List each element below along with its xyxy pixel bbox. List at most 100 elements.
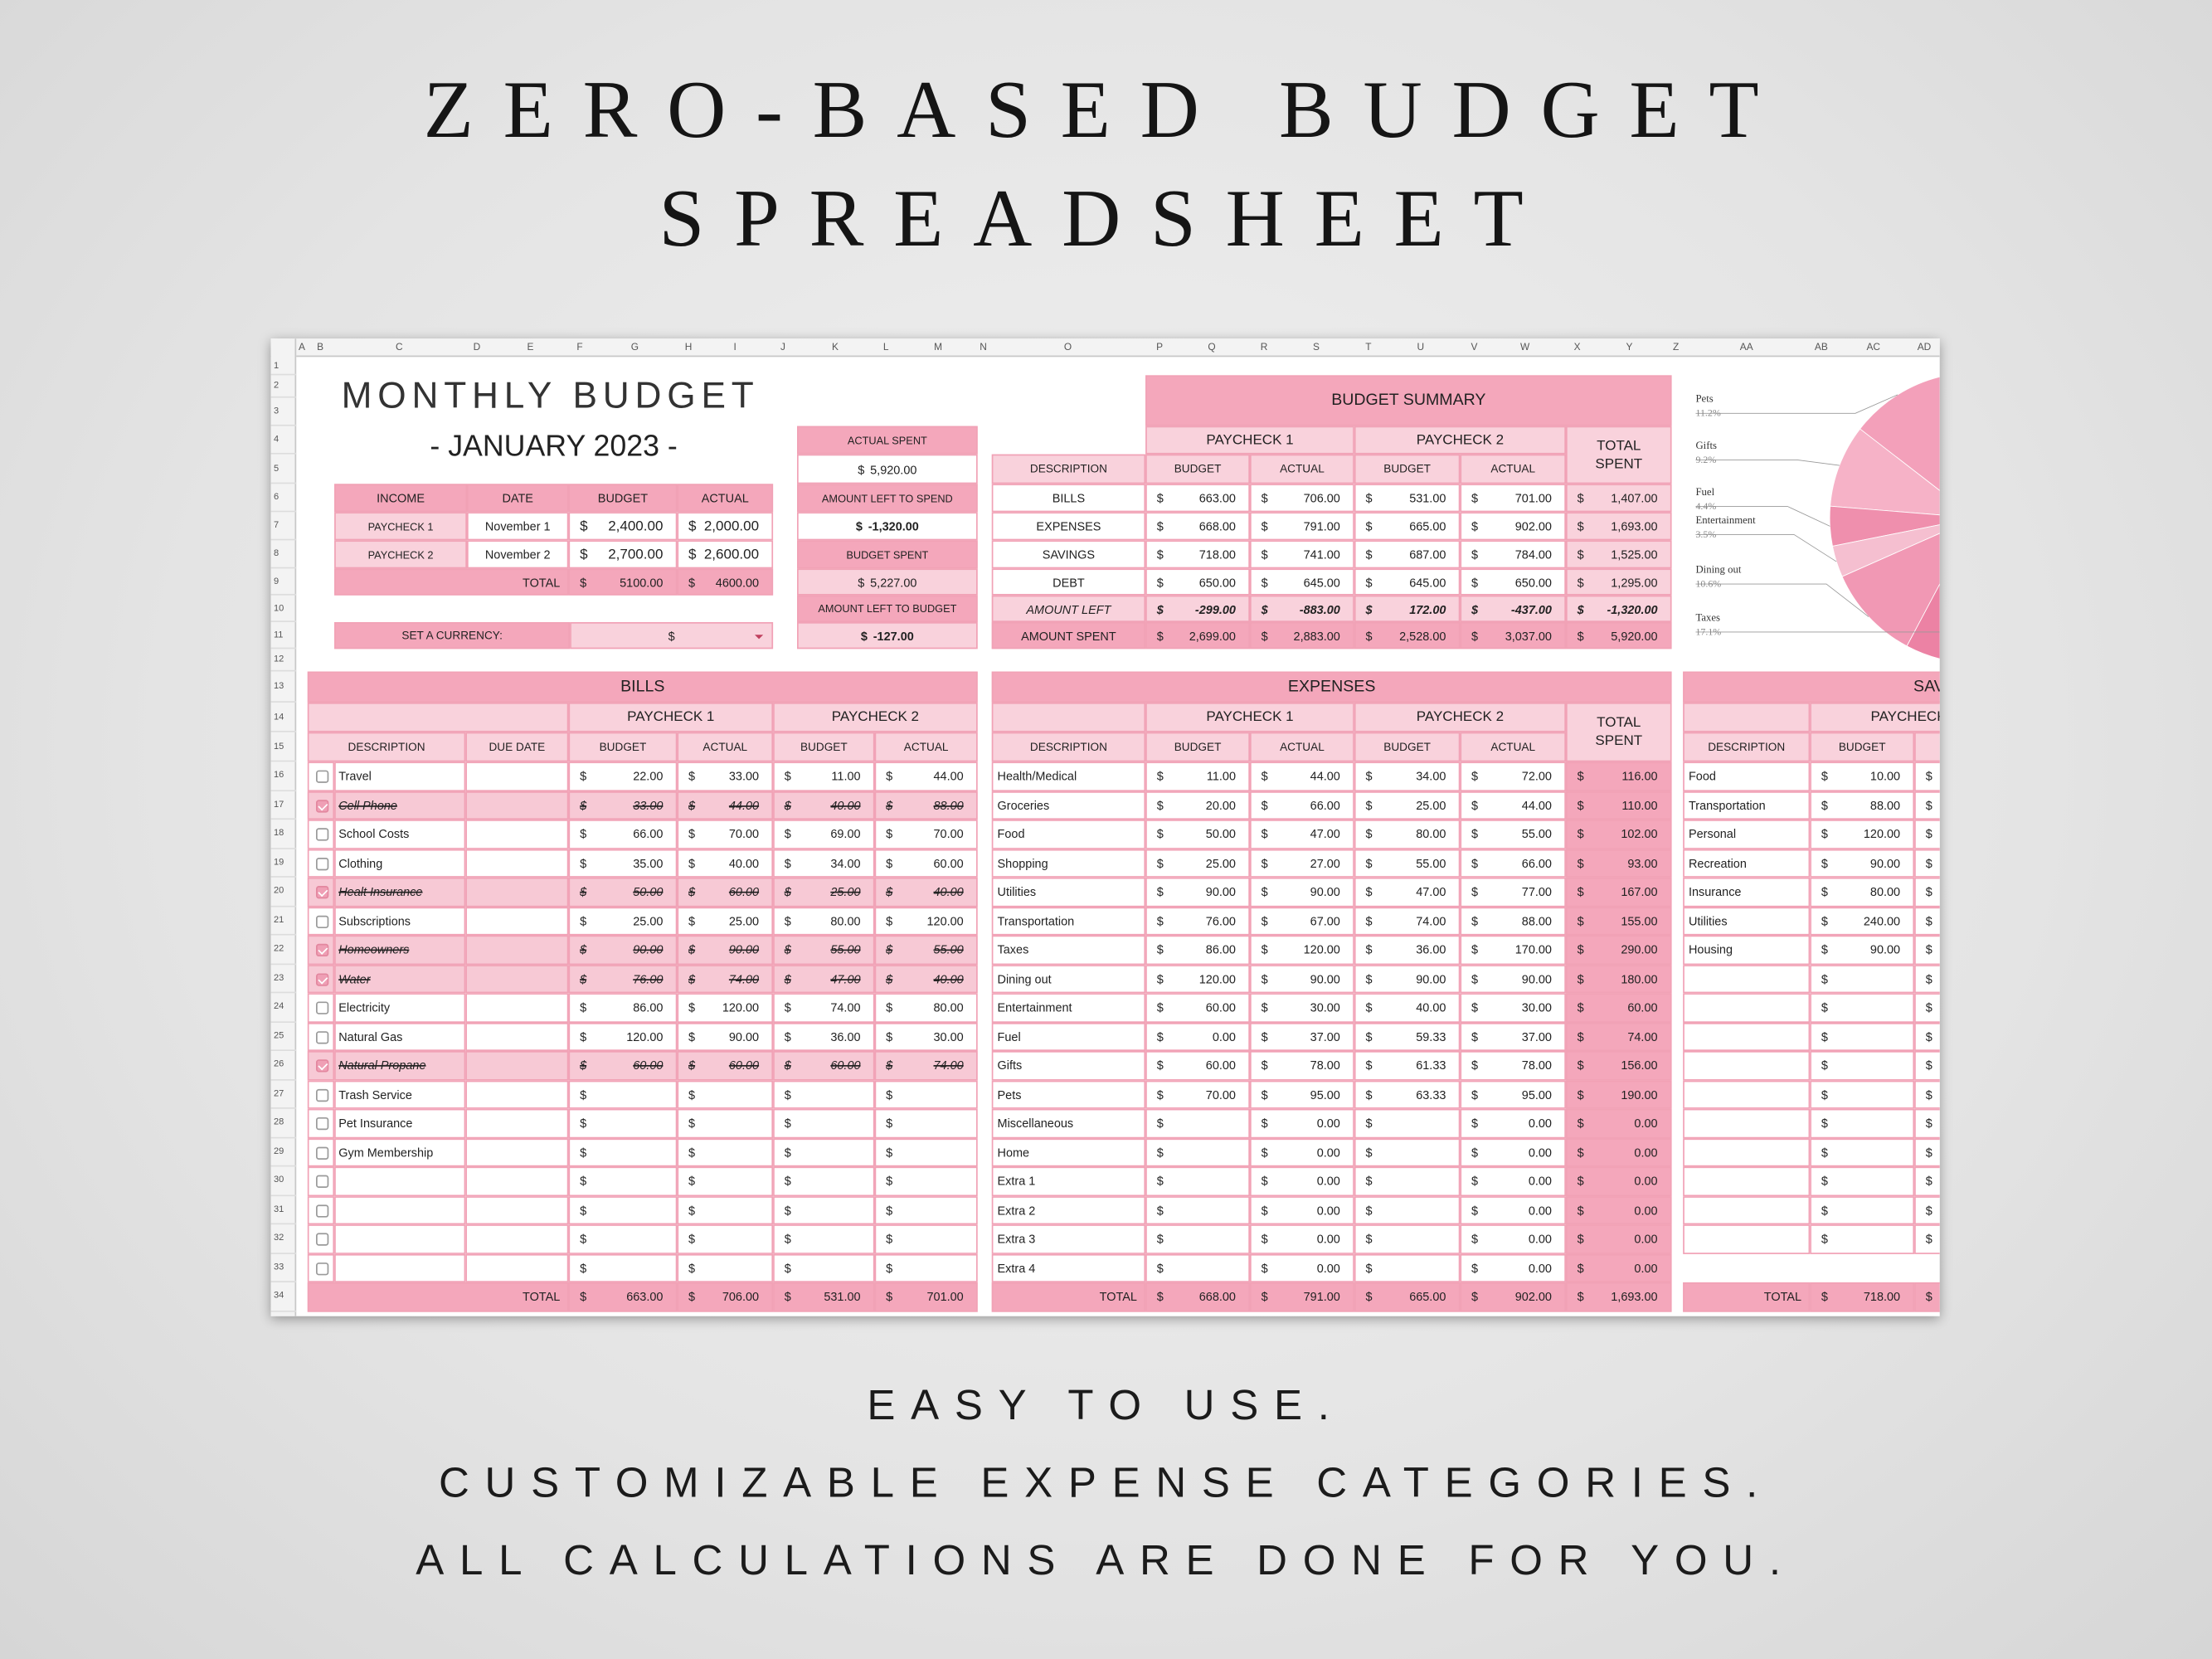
checkbox[interactable] — [315, 799, 329, 812]
saving-description: Recreation — [1683, 848, 1811, 878]
money-cell: $ — [568, 1137, 678, 1167]
month-label: - JANUARY 2023 - — [334, 426, 773, 469]
column-letter-text: A — [299, 343, 305, 353]
currency-sign: $ — [1156, 798, 1164, 813]
checkbox[interactable] — [315, 972, 329, 985]
currency-sign: $ — [1821, 1029, 1828, 1044]
bill-description-text: Water — [338, 971, 371, 986]
checkbox[interactable] — [315, 828, 329, 841]
currency-sign: $ — [688, 971, 696, 986]
row-number-text: 21 — [273, 915, 284, 926]
bill-description-text: Healt Insurance — [338, 884, 423, 899]
amount: 25.00 — [1416, 798, 1446, 813]
currency-sign: $ — [1577, 1029, 1584, 1044]
amount: 0.00 — [1634, 1232, 1658, 1247]
overview-value: $ -1,320.00 — [797, 512, 978, 541]
bill-due-date — [465, 1079, 569, 1109]
row-number: 9 — [270, 568, 297, 596]
checkbox[interactable] — [315, 770, 329, 783]
row-number-text: 12 — [273, 654, 284, 665]
amount: 95.00 — [1521, 1087, 1552, 1102]
bills-total-label: TOTAL — [307, 1282, 569, 1311]
money-cell: $120.00 — [568, 1022, 678, 1052]
amount: 90.00 — [1205, 884, 1236, 899]
money-cell: $ — [874, 1079, 978, 1109]
currency-select-text: $ — [668, 628, 675, 643]
bill-description: Natural Gas — [334, 1022, 466, 1052]
checkbox[interactable] — [315, 1262, 329, 1275]
money-cell: $34.00 — [1354, 761, 1461, 791]
money-cell: $ — [874, 1108, 978, 1138]
money-cell: $70.00 — [677, 820, 774, 849]
column-letter: D — [455, 338, 498, 357]
row-number: 21 — [270, 907, 297, 936]
currency-sign: $ — [1156, 1289, 1164, 1304]
currency-sign: $ — [886, 1029, 893, 1044]
amount: 60.00 — [728, 1058, 760, 1073]
currency-select[interactable]: $ — [570, 621, 774, 649]
summary-total-header-text: TOTAL SPENT — [1595, 438, 1643, 472]
row-number: 12 — [270, 649, 297, 672]
currency-sign: $ — [1156, 518, 1164, 533]
pie-label: Gifts — [1695, 440, 1717, 451]
currency-sign: $ — [688, 1203, 696, 1218]
currency-sign: $ — [1471, 884, 1479, 899]
check-mark — [318, 973, 328, 984]
money-cell: $0.00 — [1565, 1137, 1672, 1167]
saving-description-text: Personal — [1688, 827, 1737, 842]
currency-sign: $ — [688, 518, 697, 534]
leader-line — [1695, 394, 1898, 414]
checkbox[interactable] — [315, 914, 329, 928]
amount: 22.00 — [633, 769, 664, 784]
amount: 74.00 — [1627, 1029, 1658, 1044]
checkbox[interactable] — [315, 1146, 329, 1160]
amount: 645.00 — [1303, 575, 1340, 590]
column-letter-text: K — [831, 343, 839, 353]
checkbox[interactable] — [315, 1088, 329, 1102]
currency-sign: $ — [1577, 942, 1584, 957]
money-cell: $78.00 — [1249, 1051, 1354, 1080]
currency-sign: $ — [1925, 1116, 1932, 1131]
bill-description: Trash Service — [334, 1079, 466, 1109]
currency-sign: $ — [1156, 628, 1164, 643]
amount: 93.00 — [1627, 855, 1658, 870]
money-cell: $ — [1354, 1108, 1461, 1138]
spreadsheet: A B C D E F G H I J K L M N O P Q R S T U V W X Y Z AA AB AC AD 1 2 3 4 5 6… — [270, 338, 1940, 1316]
checkbox[interactable] — [315, 1030, 329, 1044]
amount: 90.00 — [633, 942, 664, 957]
overview-label-text: BUDGET SPENT — [846, 547, 929, 562]
checkbox[interactable] — [315, 1233, 329, 1246]
money-cell: $ — [677, 1224, 774, 1254]
checkbox[interactable] — [315, 1175, 329, 1188]
currency-sign: $ — [1577, 1232, 1584, 1247]
amount: -1,320.00 — [1607, 601, 1658, 616]
summary-header: BUDGET — [1354, 454, 1461, 484]
savings-title: SAVINGS — [1683, 671, 1940, 703]
currency-sign: $ — [1925, 913, 1932, 928]
currency-sign: $ — [1261, 1232, 1268, 1247]
money-cell: $88.00 — [1460, 906, 1566, 936]
checkbox[interactable] — [315, 1117, 329, 1131]
money-cell: $80.00 — [1354, 820, 1461, 849]
amount: 4600.00 — [715, 575, 760, 590]
amount: 76.00 — [633, 971, 664, 986]
money-cell: $240.00 — [1810, 906, 1915, 936]
money-cell: $44.00 — [874, 761, 978, 791]
checkbox[interactable] — [315, 1059, 329, 1073]
currency-sign: $ — [1471, 827, 1479, 842]
currency-sign: $ — [784, 1116, 791, 1131]
checkbox[interactable] — [315, 1001, 329, 1014]
money-cell: $4600.00 — [677, 568, 774, 596]
checkbox[interactable] — [315, 857, 329, 870]
checkbox[interactable] — [315, 943, 329, 957]
bill-description-text: Pet Insurance — [338, 1116, 413, 1131]
expenses-paycheck: PAYCHECK 1 — [1145, 702, 1354, 732]
checkbox[interactable] — [315, 1204, 329, 1217]
savings-paycheck: PAYCHECK 1 — [1810, 702, 1940, 732]
row-number-text: 19 — [273, 857, 284, 868]
money-cell: $531.00 — [1354, 484, 1461, 513]
bill-due-date — [465, 1166, 569, 1196]
bill-due-date — [465, 906, 569, 936]
amount: 0.00 — [1316, 1174, 1340, 1189]
checkbox[interactable] — [315, 886, 329, 899]
